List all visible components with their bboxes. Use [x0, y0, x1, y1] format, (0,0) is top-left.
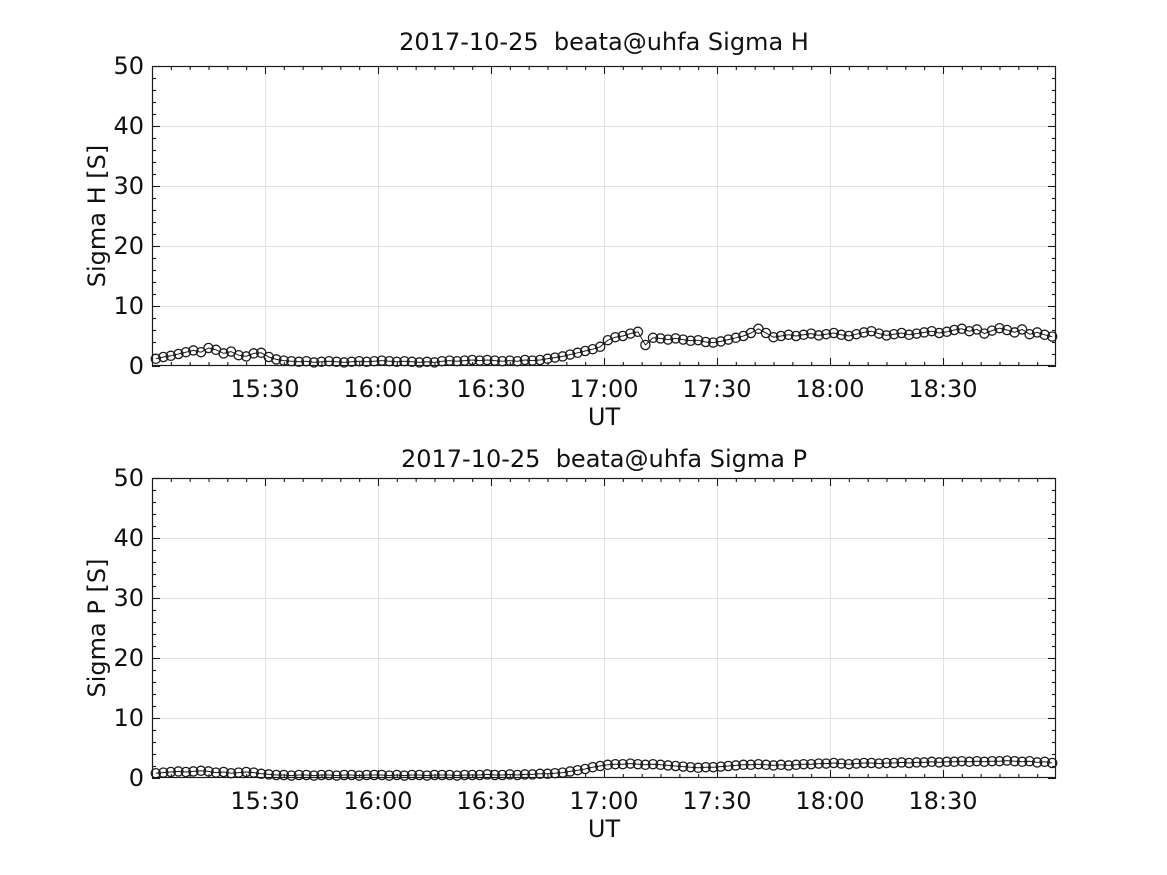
y-tick-label: 40 — [113, 524, 144, 552]
data-series — [150, 322, 1058, 368]
y-tick-label: 30 — [113, 172, 144, 200]
y-tick-label: 50 — [113, 52, 144, 80]
chart1-title: 2017-10-25 beata@uhfa Sigma H — [399, 28, 809, 56]
chart2-plot-area — [150, 477, 1058, 781]
x-tick-label: 17:30 — [682, 787, 752, 815]
axis-ticks — [152, 477, 1056, 780]
chart1-x-axis-label: UT — [587, 403, 621, 431]
axis-ticks — [152, 65, 1056, 368]
x-tick-label: 18:00 — [795, 375, 865, 403]
gridlines — [152, 66, 1056, 366]
chart1-plot-area — [150, 65, 1058, 368]
y-tick-label: 10 — [113, 704, 144, 732]
y-tick-label: 40 — [113, 112, 144, 140]
x-tick-label: 15:30 — [230, 787, 300, 815]
y-tick-label: 0 — [128, 764, 144, 792]
x-tick-label: 17:00 — [569, 375, 639, 403]
x-tick-label: 18:00 — [795, 787, 865, 815]
y-tick-label: 20 — [113, 644, 144, 672]
y-tick-label: 30 — [113, 584, 144, 612]
x-tick-label: 18:30 — [908, 787, 978, 815]
y-tick-label: 10 — [113, 292, 144, 320]
chart2-x-axis-label: UT — [587, 815, 621, 843]
gridlines — [152, 478, 1056, 778]
y-tick-label: 20 — [113, 232, 144, 260]
x-tick-label: 16:00 — [343, 787, 413, 815]
x-tick-label: 18:30 — [908, 375, 978, 403]
x-tick-label: 15:30 — [230, 375, 300, 403]
x-tick-label: 16:30 — [456, 375, 526, 403]
x-tick-label: 16:00 — [343, 375, 413, 403]
chart2-title: 2017-10-25 beata@uhfa Sigma P — [400, 445, 808, 473]
data-series — [150, 755, 1058, 781]
x-tick-label: 17:00 — [569, 787, 639, 815]
y-tick-label: 0 — [128, 352, 144, 380]
y-tick-label: 50 — [113, 464, 144, 492]
x-tick-label: 17:30 — [682, 375, 752, 403]
x-tick-label: 16:30 — [456, 787, 526, 815]
